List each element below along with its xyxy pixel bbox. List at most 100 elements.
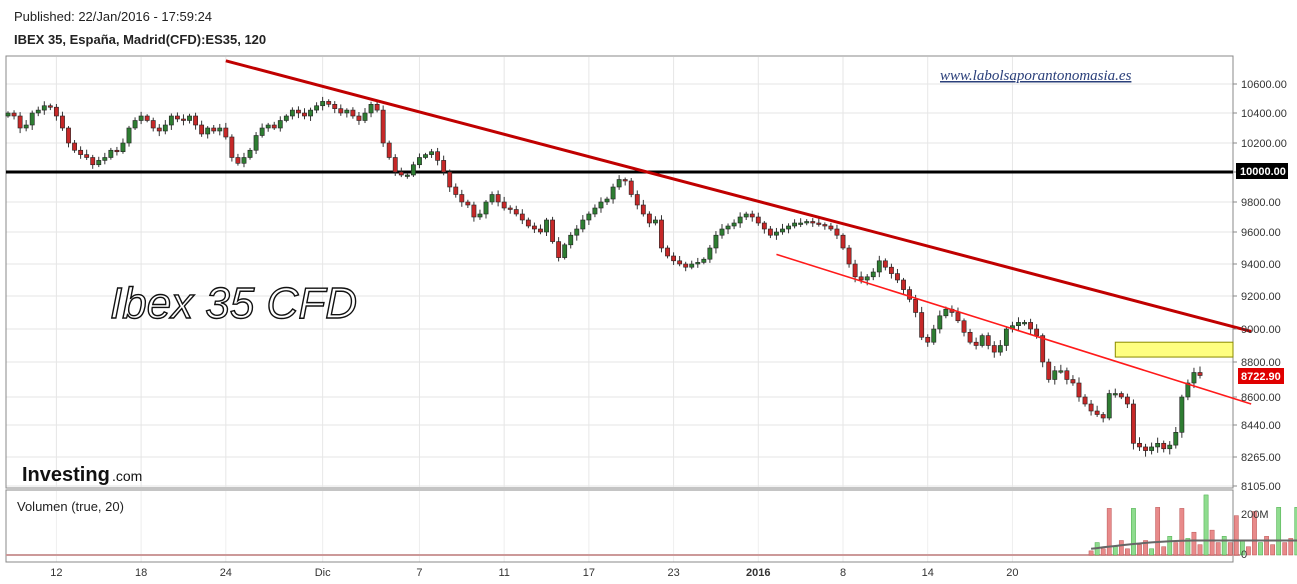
candle-body [1106, 393, 1112, 419]
candle-body [943, 308, 949, 317]
candle-body [804, 221, 810, 224]
y-tick-label: 10200.00 [1241, 138, 1287, 150]
candle-body [35, 109, 41, 114]
candle-body [737, 216, 743, 224]
volume-bar [1209, 529, 1215, 556]
candle-body [846, 247, 852, 265]
y-tick-label: 8600.00 [1241, 392, 1281, 404]
candle-body [138, 115, 144, 121]
candle-body [1046, 361, 1052, 380]
candle-body [925, 336, 931, 343]
candle-body [604, 198, 610, 203]
candle-body [568, 234, 574, 246]
candle-body [417, 157, 422, 166]
volume-bar [1264, 536, 1269, 556]
candle-body [907, 289, 912, 300]
candle-body [882, 260, 888, 268]
volume-bar [1221, 536, 1227, 556]
volume-bar [1112, 546, 1118, 556]
candle-body [967, 331, 973, 343]
volume-bar [1227, 542, 1233, 556]
candle-body [326, 101, 332, 105]
candle-body [628, 180, 634, 195]
volume-tick-200m: 200M [1241, 509, 1269, 521]
candle-body [1040, 335, 1046, 363]
volume-label: Volumen (true, 20) [17, 499, 124, 514]
candle-body [792, 222, 798, 227]
x-tick-label: 17 [583, 567, 595, 579]
candle-body [17, 115, 23, 129]
volume-bar [1088, 550, 1094, 556]
candle-body [108, 149, 114, 158]
candle-body [1070, 379, 1076, 384]
y-tick-label: 9800.00 [1241, 197, 1281, 209]
candle-body [834, 228, 840, 236]
candle-body [991, 345, 997, 353]
candle-body [888, 266, 894, 274]
candle-body [767, 228, 773, 236]
volume-bar [1149, 548, 1154, 556]
candle-body [1076, 382, 1082, 398]
volume-bar [1252, 511, 1257, 556]
candle-body [1124, 396, 1130, 405]
candle-body [1179, 396, 1185, 433]
volume-bar [1155, 507, 1161, 556]
candle-body [701, 258, 707, 263]
x-tick-label: 24 [220, 567, 232, 579]
watermark-link[interactable]: www.labolsaporantonomasia.es [940, 68, 1132, 84]
candle-body [707, 247, 713, 260]
x-tick-label: 12 [50, 567, 62, 579]
candle-body [749, 213, 755, 218]
volume-bar [1276, 507, 1282, 556]
volume-bar [1137, 544, 1142, 556]
volume-bar [1118, 540, 1124, 556]
candle-body [102, 157, 108, 161]
volume-bars [6, 494, 1297, 556]
candle-body [574, 228, 580, 236]
candle-body [731, 222, 737, 227]
candle-body [677, 260, 683, 265]
candle-body [610, 186, 616, 200]
candle-body [828, 225, 834, 230]
candle-body [374, 104, 380, 111]
volume-bar [1185, 538, 1191, 556]
candle-body [961, 320, 967, 333]
candle-body [47, 105, 53, 108]
candle-body [646, 213, 652, 224]
candle-body [592, 207, 598, 215]
candle-body [404, 174, 410, 177]
candle-body [162, 124, 168, 132]
candle-body [598, 201, 604, 209]
candle-body [193, 115, 198, 126]
last-price-badge [1238, 368, 1284, 384]
candle-body [429, 151, 434, 155]
candle-body [53, 106, 59, 117]
candle-body [23, 124, 29, 129]
candle-body [858, 276, 864, 281]
candle-body [1028, 322, 1033, 330]
candle-body [798, 222, 804, 225]
investing-logo-suffix: .com [112, 468, 142, 484]
volume-bar [1215, 542, 1221, 556]
candle-body [308, 109, 313, 117]
candle-body [876, 260, 882, 273]
candle-body [350, 109, 356, 117]
volume-bar [1203, 494, 1209, 556]
candle-body [338, 108, 344, 114]
candle-body [314, 105, 320, 111]
candle-body [271, 124, 277, 129]
candle-body [780, 228, 785, 233]
y-axis-ticks: 10600.00 10400.00 10200.00 10000.00 9800.00 9… [1233, 79, 1287, 493]
candle-body [235, 157, 241, 164]
candle-body [725, 225, 731, 230]
candle-body [386, 142, 392, 158]
candle-body [901, 279, 906, 290]
volume-bar [1100, 548, 1106, 556]
candle-body [895, 273, 900, 281]
candle-body [689, 263, 695, 268]
volume-bar [1191, 531, 1197, 556]
volume-bar [1288, 538, 1294, 556]
candle-body [259, 127, 265, 136]
volume-bar [1258, 542, 1263, 556]
